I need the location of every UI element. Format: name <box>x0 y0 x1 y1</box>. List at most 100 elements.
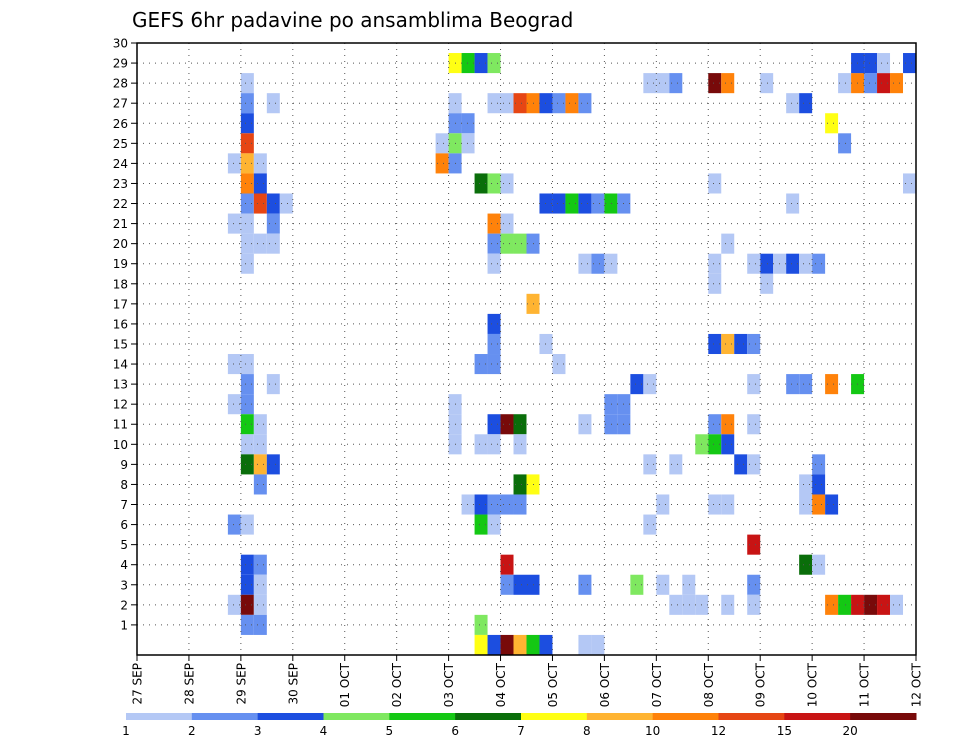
heatmap-cell <box>708 273 722 294</box>
legend-swatch <box>521 713 588 720</box>
legend-swatch <box>257 713 324 720</box>
heatmap-cell <box>227 213 241 234</box>
heatmap-cell <box>578 253 592 274</box>
heatmap-cell <box>240 514 254 535</box>
heatmap-cells <box>227 53 916 655</box>
x-tick-label: 06 OCT <box>598 662 612 707</box>
heatmap-cell <box>487 354 501 375</box>
heatmap-cell <box>253 414 267 435</box>
heatmap-cell <box>890 594 904 615</box>
heatmap-cell <box>474 173 488 194</box>
grid-lines <box>137 42 916 655</box>
heatmap-cell <box>721 594 735 615</box>
heatmap-cell <box>240 193 254 214</box>
heatmap-cell <box>682 574 696 595</box>
heatmap-cell <box>474 354 488 375</box>
heatmap-cell <box>513 414 527 435</box>
heatmap-cell <box>500 554 514 575</box>
heatmap-cell <box>253 614 267 635</box>
heatmap-cell <box>240 434 254 455</box>
y-tick-label: 3 <box>120 578 128 592</box>
heatmap-cell <box>747 333 761 355</box>
heatmap-cell <box>240 414 254 435</box>
y-tick-label: 13 <box>113 378 128 392</box>
heatmap-cell <box>487 313 501 334</box>
heatmap-cell <box>240 454 254 475</box>
heatmap-cell <box>552 193 566 214</box>
heatmap-cell <box>903 53 916 74</box>
heatmap-cell <box>630 374 644 395</box>
x-tick-label: 01 OCT <box>338 662 352 707</box>
heatmap-cell <box>487 233 501 254</box>
heatmap-cell <box>500 93 514 114</box>
plot-frame <box>136 42 917 656</box>
heatmap-cell <box>240 253 254 274</box>
heatmap-cell <box>721 434 735 455</box>
heatmap-cell <box>240 133 254 154</box>
y-tick-label: 7 <box>120 498 128 512</box>
y-tick-label: 5 <box>120 538 128 552</box>
y-tick-label: 30 <box>113 37 128 51</box>
heatmap-cell <box>539 634 553 655</box>
heatmap-cell <box>552 93 566 114</box>
heatmap-cell <box>708 73 722 94</box>
heatmap-cell <box>734 333 748 355</box>
heatmap-cell <box>474 434 488 455</box>
heatmap-cell <box>565 93 579 114</box>
heatmap-cell <box>240 173 254 194</box>
heatmap-cell <box>253 173 267 194</box>
heatmap-cell <box>253 574 267 595</box>
heatmap-cell <box>669 594 683 615</box>
heatmap-cell <box>799 93 813 114</box>
heatmap-cell <box>279 193 293 214</box>
x-tick-label: 09 OCT <box>754 662 768 707</box>
heatmap-cell <box>604 193 618 214</box>
heatmap-cell <box>253 474 267 495</box>
legend-swatch <box>718 713 785 720</box>
heatmap-cell <box>825 113 839 134</box>
heatmap-cell <box>708 253 722 274</box>
y-tick-label: 1 <box>120 618 128 632</box>
heatmap-cell <box>266 93 280 114</box>
heatmap-cell <box>487 333 501 355</box>
x-tick-label: 28 SEP <box>182 663 196 705</box>
heatmap-cell <box>578 193 592 214</box>
heatmap-cell <box>591 634 605 655</box>
y-tick-label: 23 <box>113 177 128 191</box>
heatmap-cell <box>526 474 540 495</box>
x-tick-label: 29 SEP <box>234 663 248 705</box>
legend-swatch <box>126 713 193 720</box>
y-tick-label: 22 <box>113 197 128 211</box>
y-tick-label: 24 <box>113 157 128 171</box>
heatmap-cell <box>643 374 657 395</box>
heatmap-cell <box>591 253 605 274</box>
heatmap-cell <box>578 414 592 435</box>
x-tick-label: 04 OCT <box>494 662 508 707</box>
legend-swatch <box>586 713 654 720</box>
heatmap-cell <box>526 574 540 595</box>
heatmap-cell <box>747 374 761 395</box>
heatmap-cell <box>461 494 475 515</box>
heatmap-cell <box>500 494 514 515</box>
legend-label: 4 <box>320 724 328 738</box>
heatmap-cell <box>838 133 852 154</box>
heatmap-cell <box>253 434 267 455</box>
heatmap-cell <box>253 193 267 214</box>
heatmap-cell <box>669 454 683 475</box>
heatmap-cell <box>487 53 501 74</box>
heatmap-cell <box>669 73 683 94</box>
heatmap-cell <box>513 233 527 254</box>
heatmap-cell <box>682 594 696 615</box>
legend-label: 15 <box>777 724 792 738</box>
heatmap-cell <box>487 434 501 455</box>
heatmap-cell <box>656 574 670 595</box>
heatmap-cell <box>825 494 839 515</box>
y-tick-label: 18 <box>113 277 128 291</box>
legend-swatch <box>191 713 259 720</box>
heatmap-cell <box>721 414 735 435</box>
heatmap-cell <box>630 574 644 595</box>
heatmap-cell <box>747 574 761 595</box>
heatmap-cell <box>526 233 540 254</box>
heatmap-cell <box>552 354 566 375</box>
